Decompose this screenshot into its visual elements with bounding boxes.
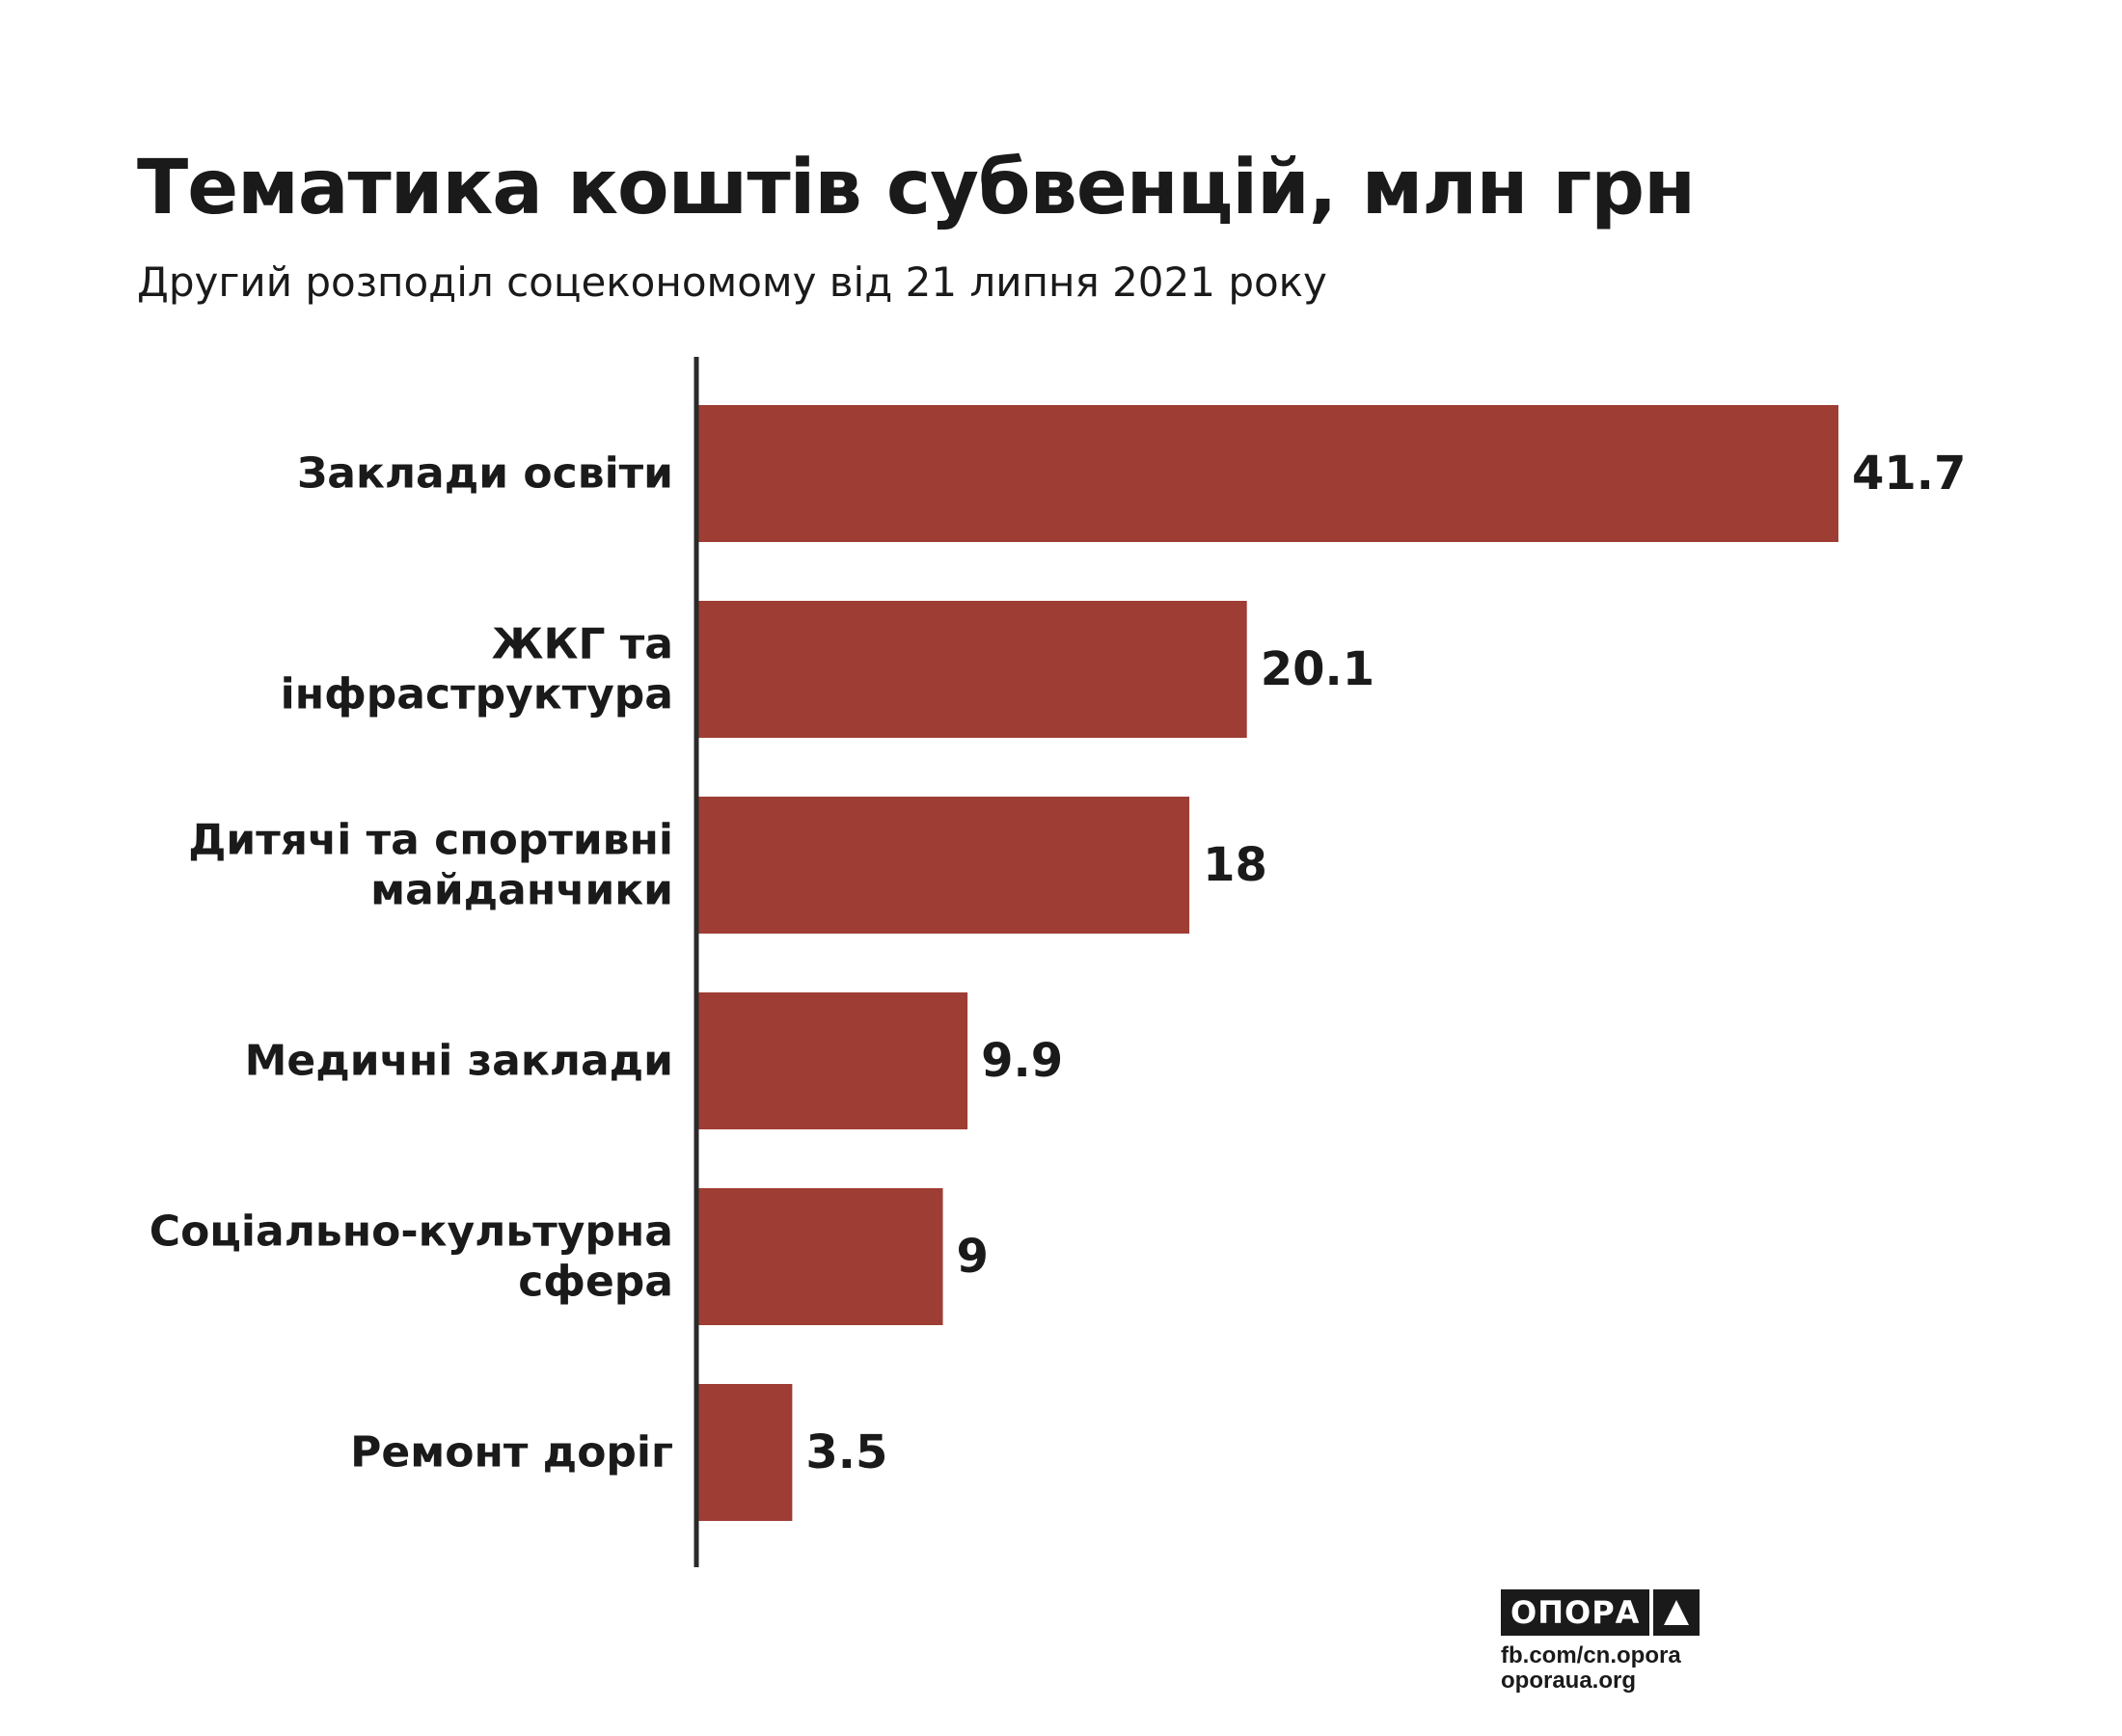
category-label: Ремонт доріг: [350, 1428, 673, 1478]
value-label: 3.5: [805, 1425, 887, 1479]
category-label: сфера: [518, 1258, 673, 1307]
chart-title: Тематика коштів субвенцій, млн грн: [137, 145, 1696, 231]
bar: [696, 797, 1190, 934]
bar: [696, 1384, 793, 1521]
value-label: 9.9: [981, 1034, 1063, 1088]
facebook-link[interactable]: fb.com/cn.opora: [1501, 1642, 1681, 1668]
value-label: 18: [1203, 838, 1267, 892]
triangle-up-icon: [1653, 1589, 1700, 1636]
category-label: Медичні заклади: [245, 1037, 673, 1086]
bar: [696, 1188, 943, 1325]
category-label: інфраструктура: [281, 670, 673, 719]
bar: [696, 601, 1247, 738]
category-label: ЖКГ та: [492, 620, 673, 669]
value-label: 20.1: [1261, 642, 1374, 696]
website-link[interactable]: oporaua.org: [1501, 1668, 1637, 1694]
logo-text: ОПОРА: [1501, 1589, 1650, 1636]
chart-subtitle: Другий розподіл соцекономому від 21 липн…: [137, 258, 1327, 306]
value-label: 9: [957, 1230, 989, 1284]
value-label: 41.7: [1852, 447, 1966, 501]
opora-logo: ОПОРА: [1501, 1589, 1703, 1636]
bar: [696, 992, 968, 1129]
category-label: майданчики: [370, 866, 673, 915]
bar: [696, 405, 1838, 542]
category-label: Дитячі та спортивні: [188, 816, 673, 865]
category-label: Заклади освіти: [297, 449, 673, 499]
category-label: Соціально-культурна: [150, 1207, 673, 1257]
footer: ОПОРА fb.com/cn.opora oporaua.org: [1501, 1589, 1703, 1694]
